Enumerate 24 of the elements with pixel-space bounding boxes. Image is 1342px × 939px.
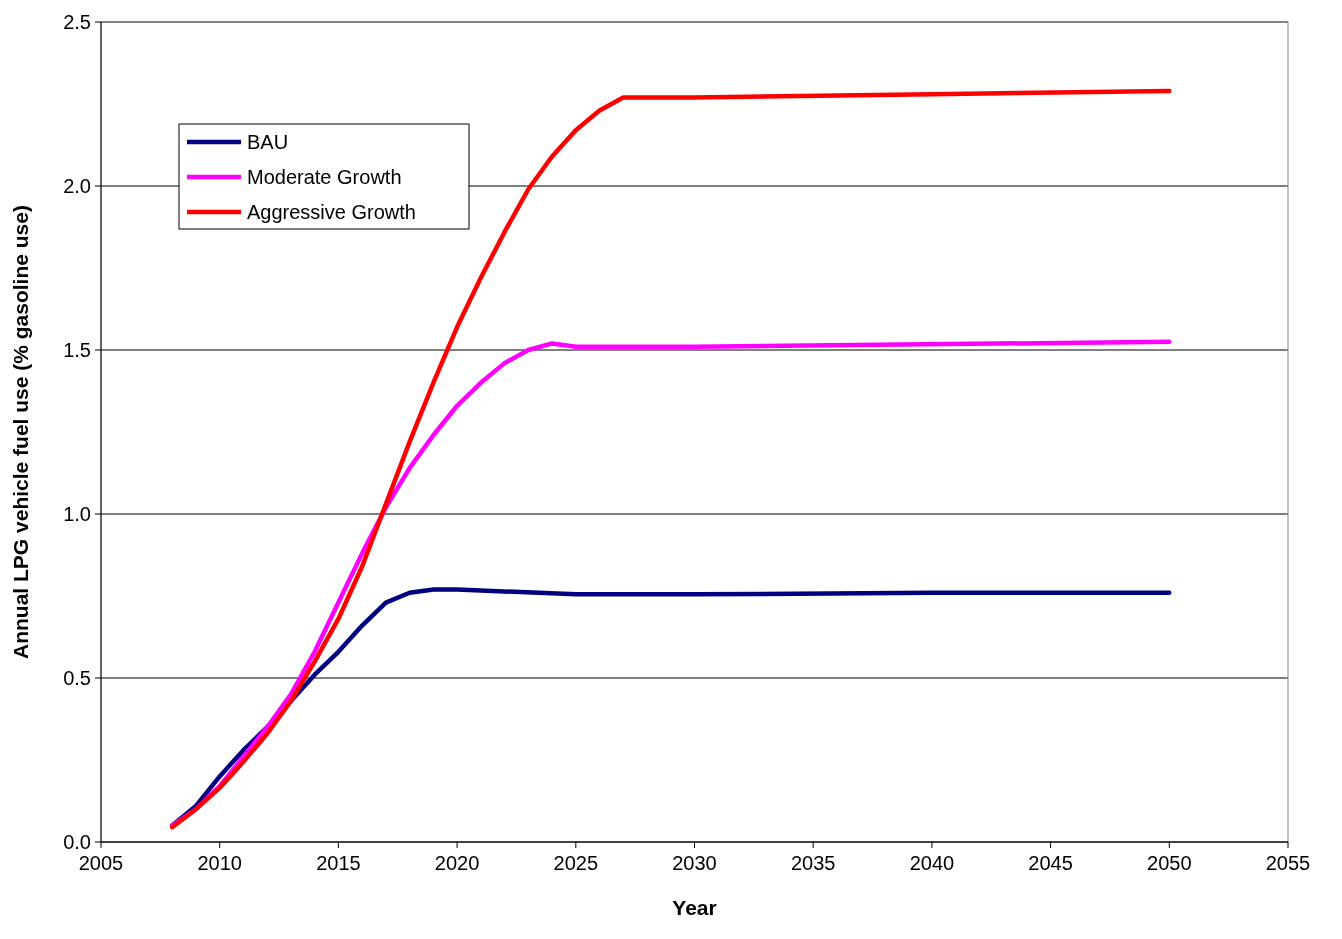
x-tick-label: 2050: [1147, 852, 1192, 874]
x-axis-title: Year: [672, 896, 717, 919]
x-tick-label: 2040: [909, 852, 955, 874]
legend-label: Moderate Growth: [247, 166, 402, 188]
x-tick-label: 2045: [1028, 852, 1073, 874]
x-tick-label: 2015: [316, 852, 361, 874]
legend-label: Aggressive Growth: [247, 201, 416, 223]
y-tick-label: 0.5: [63, 667, 91, 689]
x-tick-label: 2030: [672, 852, 717, 874]
y-axis-title: Annual LPG vehicle fuel use (% gasoline use): [9, 205, 32, 659]
y-tick-label: 2.5: [63, 11, 91, 33]
y-tick-label: 1.0: [63, 503, 91, 525]
y-tick-label: 0.0: [63, 831, 91, 853]
legend-label: BAU: [247, 131, 289, 153]
y-tick-label: 1.5: [63, 339, 91, 361]
x-tick-label: 2055: [1265, 852, 1311, 874]
line-series: [169, 339, 1172, 828]
x-tick-label: 2025: [553, 852, 599, 874]
line-series: [169, 88, 1172, 830]
y-tick-label: 2.0: [63, 175, 91, 197]
x-tick-label: 2010: [197, 852, 242, 874]
x-tick-label: 2005: [78, 852, 124, 874]
x-tick-label: 2020: [434, 852, 480, 874]
x-tick-label: 2035: [790, 852, 836, 874]
